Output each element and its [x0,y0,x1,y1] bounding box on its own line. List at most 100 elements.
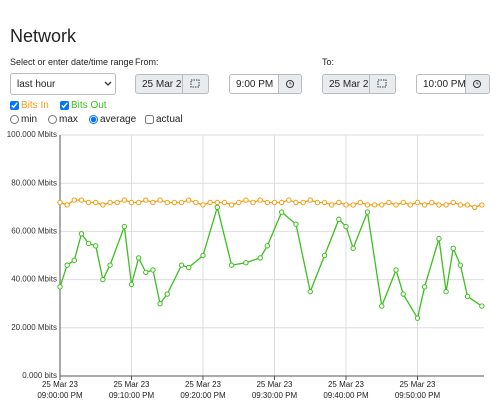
bits-out-toggle[interactable]: Bits Out [60,100,107,111]
data-point [364,209,371,215]
data-point [121,223,128,230]
to-calendar-button[interactable] [370,74,396,94]
data-point [93,199,99,206]
data-point [429,199,435,206]
data-point [379,202,385,208]
max-option[interactable]: max [48,114,78,125]
data-point [343,202,349,208]
y-tick-label: 40.000 Mbits [11,275,57,284]
data-point [336,199,342,206]
to-label: To: [322,57,335,67]
data-point [343,223,349,230]
data-point [257,197,263,203]
data-point [143,197,149,203]
x-tick-label: 25 Mar 23 09:10:00 PM [108,380,155,400]
data-point [164,291,170,297]
y-tick-label: 100.000 Mbits [7,130,57,139]
data-point [207,199,213,206]
data-point [150,267,156,273]
data-point [243,197,249,203]
x-tick-label: 25 Mar 23 09:00:00 PM [37,380,83,400]
data-point [329,202,335,208]
from-calendar-button[interactable] [183,74,209,94]
data-point [379,303,385,309]
data-point [178,199,185,206]
checkbox[interactable] [145,115,154,124]
from-clock-button[interactable] [279,74,302,94]
data-point [464,202,471,208]
data-point [228,202,235,208]
checkbox[interactable] [60,101,69,110]
data-point [271,199,278,206]
radio[interactable] [10,115,19,124]
x-tick-label: 25 Mar 23 09:40:00 PM [323,380,369,400]
data-point [443,202,449,208]
radio[interactable] [48,115,57,124]
data-point [100,276,106,283]
to-clock-button[interactable] [466,74,490,94]
data-point [78,231,85,237]
option-label: average [100,114,137,125]
data-point [71,197,78,203]
from-time[interactable]: 9:00 PM [229,74,279,94]
to-date[interactable]: 25 Mar 23 [322,74,370,94]
legend-label: Bits Out [71,100,107,111]
checkbox[interactable] [10,101,19,110]
data-point [200,202,206,208]
data-point [421,202,428,208]
data-point [393,202,399,208]
data-point [186,264,192,271]
y-tick-label: 0.000 bits [22,371,57,380]
range-select[interactable]: last hour [10,73,116,95]
data-point [200,252,206,259]
data-point [164,199,170,206]
data-point [479,303,485,309]
data-point [278,209,285,215]
average-option[interactable]: average [89,114,136,125]
data-point [107,262,113,268]
page-title: Network [10,26,77,46]
data-point [135,255,142,261]
data-point [107,199,113,206]
bits-in-toggle[interactable]: Bits In [10,100,49,111]
calendar-icon [377,79,387,88]
data-point [78,197,85,203]
data-point [436,235,442,242]
radio[interactable] [89,115,98,124]
data-point [307,197,313,203]
data-point [421,284,428,290]
data-point [307,288,313,295]
x-tick-label: 25 Mar 23 09:30:00 PM [251,380,298,400]
from-date[interactable]: 25 Mar 23 [135,74,183,94]
data-point [278,199,285,206]
data-point [407,202,414,208]
data-point [264,199,271,206]
y-tick-label: 20.000 Mbits [11,323,57,332]
data-point [128,199,135,206]
data-point [64,262,70,268]
data-point [228,262,235,268]
data-point [236,199,242,206]
data-point [350,245,356,251]
min-option[interactable]: min [10,114,37,125]
y-tick-label: 80.000 Mbits [11,178,57,187]
data-point [85,240,92,247]
data-point [57,199,63,206]
data-point [193,199,199,206]
clock-icon [473,80,481,88]
data-point [414,199,421,206]
data-point [314,199,321,206]
data-point [171,199,178,206]
data-point [243,260,249,266]
data-point [357,199,364,206]
data-point [135,199,142,206]
from-label: From: [135,57,159,67]
data-point [400,199,406,206]
y-tick-label: 60.000 Mbits [11,227,57,236]
data-point [214,199,221,206]
data-point [393,267,399,273]
actual-option[interactable]: actual [145,114,183,125]
to-time[interactable]: 10:00 PM [416,74,466,94]
data-point [264,243,271,249]
data-point [321,252,328,259]
